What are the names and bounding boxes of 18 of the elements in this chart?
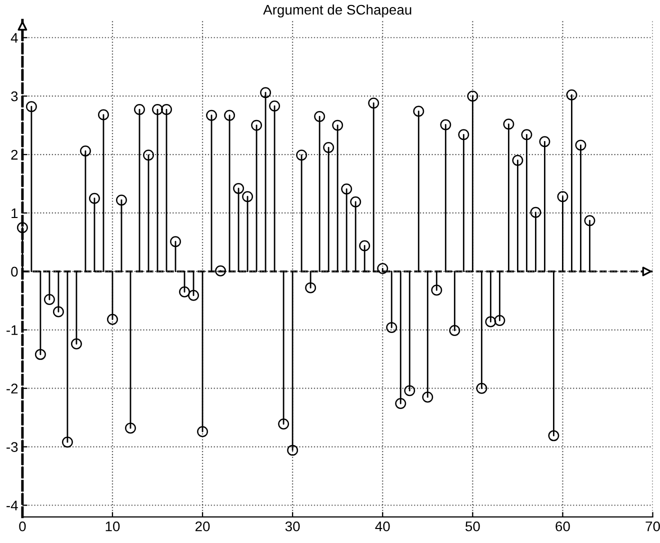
y-tick-label: 0 [11, 266, 18, 277]
x-tick-label: 30 [285, 521, 300, 532]
x-tick-label: 40 [375, 521, 390, 532]
x-tick-label: 0 [19, 521, 26, 532]
x-tick-label: 70 [646, 521, 660, 532]
y-tick-label: 4 [10, 33, 18, 43]
y-tick-label: -3 [6, 442, 18, 452]
y-tick-label: -4 [6, 500, 18, 510]
chart-title: Argument de SChapeau [263, 4, 412, 18]
y-tick-label: -2 [6, 384, 18, 394]
x-tick-label: 60 [556, 521, 570, 532]
x-tick-label: 10 [106, 521, 120, 532]
y-tick-label: 2 [11, 150, 18, 160]
y-tick-label: 1 [12, 208, 18, 218]
y-tick-label: 3 [11, 91, 18, 102]
x-tick-label: 20 [196, 521, 210, 532]
x-tick-label: 50 [465, 521, 480, 532]
y-tick-label: -1 [6, 325, 18, 335]
